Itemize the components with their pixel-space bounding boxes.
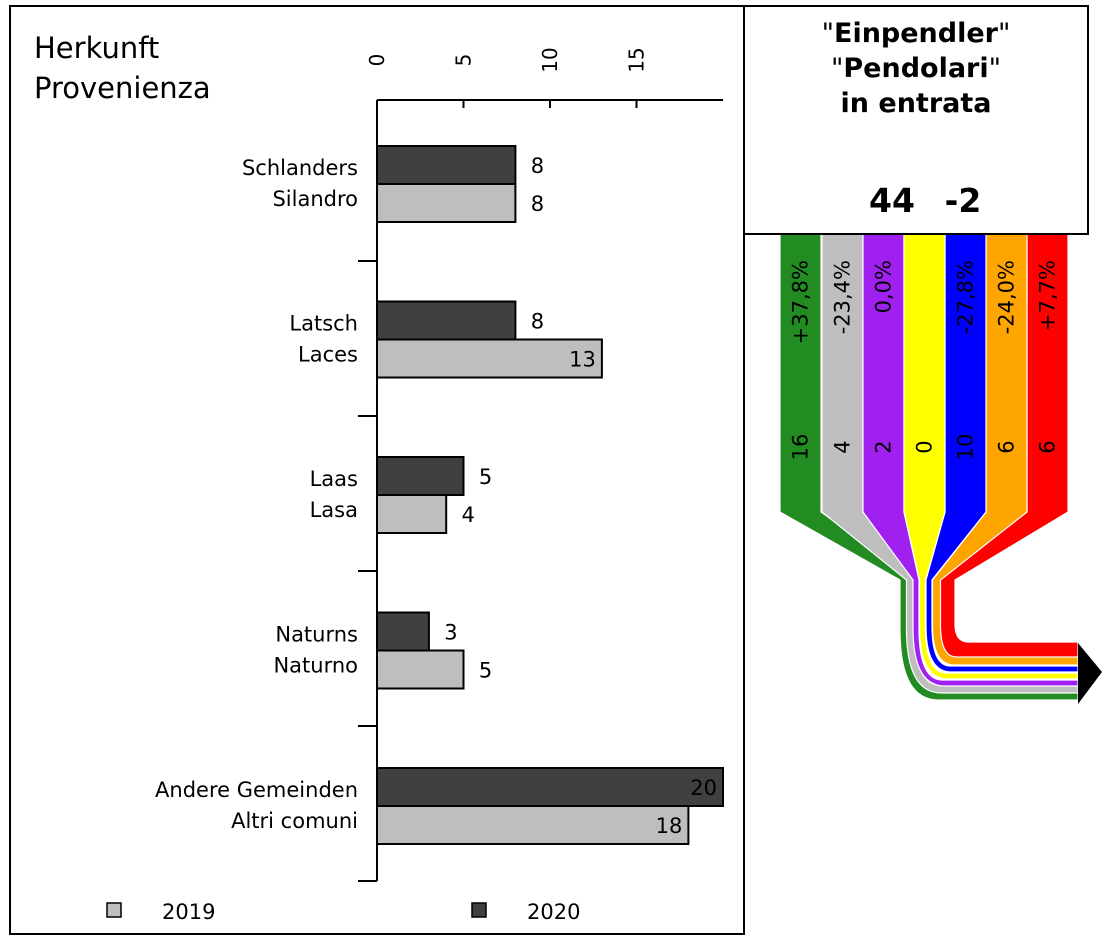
bar-2020 — [376, 767, 724, 807]
legend-label-2020: 2020 — [527, 900, 580, 924]
flow-diagram: 16 +37,8% 4 -23,4% 2 0,0% 0 10 -27,8% 6 -24,0% 6 +7,… — [779, 233, 1102, 704]
data-label-2020: 3 — [444, 621, 457, 645]
category-label-de: Laas — [310, 467, 358, 491]
flow-percent-label: +7,7% — [1036, 260, 1060, 331]
flow-count-label: 2 — [872, 440, 896, 453]
flow-percent-label: -27,8% — [954, 260, 978, 334]
data-label-2019: 13 — [569, 348, 596, 372]
bar-2020 — [376, 300, 517, 341]
chart-title-it: Provenienza — [34, 71, 211, 105]
legend-swatch-2019 — [106, 902, 122, 918]
flow-count-label: 16 — [789, 434, 813, 461]
category-label-it: Naturno — [273, 654, 358, 678]
x-tick-label: 15 — [625, 47, 649, 72]
category-label-de: Latsch — [289, 312, 358, 336]
flow-percent-label: 0,0% — [872, 260, 896, 313]
info-line-3: in entrata — [841, 88, 992, 119]
category-label-it: Lasa — [310, 498, 358, 522]
data-label-2019: 5 — [479, 659, 492, 683]
bar-2019 — [376, 805, 690, 845]
flow-count-label: 4 — [831, 440, 855, 453]
bar-2019 — [376, 649, 465, 690]
flow-count-label: 0 — [913, 440, 937, 453]
flow-arrow-head — [1078, 643, 1102, 704]
bar-2020 — [376, 456, 465, 496]
flow-count-label: 10 — [954, 434, 978, 461]
bar-2019 — [376, 494, 448, 534]
flow-percent-label: -23,4% — [831, 260, 855, 334]
info-total: 44 — [869, 181, 915, 220]
info-line-2: "Pendolari" — [831, 53, 1001, 84]
data-label-2019: 8 — [531, 192, 544, 216]
bar-2019 — [376, 338, 603, 379]
category-label-de: Schlanders — [242, 156, 358, 180]
info-line-1: "Einpendler" — [822, 18, 1011, 49]
flow-percent-label: -24,0% — [995, 260, 1019, 334]
info-change: -2 — [945, 181, 982, 220]
info-box — [743, 5, 1089, 235]
bar-chart: 0 5 10 15 Schlanders Silandro 8 8 Latsch Laces 8 13… — [106, 47, 724, 924]
data-label-2020: 5 — [479, 465, 492, 489]
bar-2019 — [376, 183, 517, 223]
x-tick-label: 0 — [365, 54, 389, 67]
category-label-it: Altri comuni — [231, 809, 358, 833]
flow-count-label: 6 — [995, 440, 1019, 453]
chart-title-de: Herkunft — [34, 31, 159, 65]
flow-percent-label: +37,8% — [789, 260, 813, 344]
x-tick-label: 5 — [452, 54, 476, 67]
data-label-2020: 20 — [690, 776, 717, 800]
x-tick-label: 10 — [538, 47, 562, 72]
category-label-de: Naturns — [275, 623, 358, 647]
legend-label-2019: 2019 — [162, 900, 215, 924]
category-label-it: Laces — [298, 343, 358, 367]
data-label-2020: 8 — [531, 154, 544, 178]
flow-count-label: 6 — [1036, 440, 1060, 453]
data-label-2020: 8 — [531, 310, 544, 334]
bar-2020 — [376, 611, 430, 652]
legend-swatch-2020 — [471, 902, 487, 918]
data-label-2019: 18 — [656, 814, 683, 838]
category-label-de: Andere Gemeinden — [155, 778, 358, 802]
bar-2020 — [376, 145, 517, 185]
data-label-2019: 4 — [462, 503, 475, 527]
category-label-it: Silandro — [272, 187, 358, 211]
